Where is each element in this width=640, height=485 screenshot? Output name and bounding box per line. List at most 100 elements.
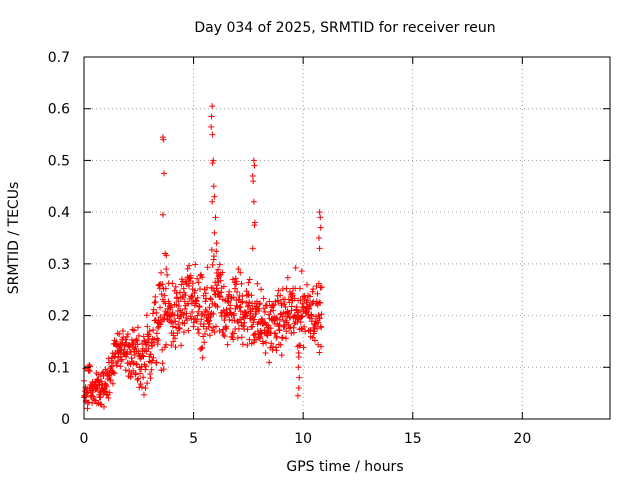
data-point (198, 271, 205, 278)
data-point (220, 283, 227, 290)
data-point (244, 341, 251, 348)
data-point (153, 330, 160, 337)
data-point (208, 296, 215, 303)
data-point (312, 313, 319, 320)
data-point (264, 302, 271, 309)
data-point (201, 286, 208, 293)
data-point (158, 269, 165, 276)
data-point (163, 341, 170, 348)
data-point (239, 298, 246, 305)
x-tick-label: 5 (189, 431, 198, 447)
data-point (159, 211, 166, 218)
data-point (275, 299, 282, 306)
data-point (180, 311, 187, 318)
data-point (316, 209, 323, 216)
data-point (203, 308, 210, 315)
data-point (183, 310, 190, 317)
data-point (206, 304, 213, 311)
data-point (296, 374, 303, 381)
y-axis-label: SRMTID / TECUs (6, 182, 22, 295)
data-point (233, 281, 240, 288)
data-point (189, 308, 196, 315)
data-point (212, 214, 219, 221)
data-point (169, 323, 176, 330)
data-point (159, 281, 166, 288)
data-point (216, 293, 223, 300)
data-point (304, 309, 311, 316)
data-point (216, 292, 223, 299)
data-point (155, 337, 162, 344)
data-point (262, 339, 269, 346)
data-point (273, 333, 280, 340)
data-point (215, 266, 222, 273)
data-point (278, 352, 285, 359)
data-point (211, 229, 218, 236)
data-point (195, 279, 202, 286)
data-point (161, 315, 168, 322)
data-point (250, 198, 257, 205)
data-point (292, 264, 299, 271)
data-point (315, 235, 322, 241)
data-point (153, 309, 160, 316)
data-point (137, 370, 144, 377)
data-point (314, 325, 321, 332)
data-point (318, 324, 325, 331)
data-point (236, 304, 243, 311)
data-point (192, 261, 199, 268)
data-point (176, 325, 183, 332)
data-point (130, 367, 137, 374)
data-point (131, 352, 138, 359)
data-point (172, 344, 179, 351)
data-point (147, 371, 154, 378)
data-point (270, 307, 277, 314)
data-point (219, 329, 226, 336)
data-point (128, 355, 135, 362)
data-point (159, 360, 166, 367)
data-point (167, 304, 174, 311)
data-point (317, 224, 324, 231)
data-point (141, 337, 148, 344)
data-point (250, 157, 257, 164)
data-point (299, 313, 306, 320)
data-point (138, 384, 145, 391)
data-point (276, 327, 283, 334)
data-point (294, 392, 301, 399)
data-point (316, 245, 323, 252)
data-point (184, 265, 191, 272)
data-point (194, 294, 201, 301)
data-point (107, 376, 114, 383)
data-point (187, 272, 194, 279)
data-point (240, 323, 247, 330)
data-point (159, 346, 166, 353)
data-point (210, 310, 217, 317)
data-point (148, 366, 155, 373)
data-point (134, 376, 141, 383)
data-point (297, 297, 304, 304)
data-point (250, 178, 257, 185)
data-point (281, 322, 288, 329)
data-point (213, 285, 220, 292)
data-point (142, 385, 149, 392)
data-point (234, 288, 241, 295)
data-point (149, 357, 156, 364)
y-tick-label: 0.5 (48, 153, 70, 169)
data-point (108, 363, 115, 370)
data-point (227, 302, 234, 309)
data-point (297, 319, 304, 326)
data-point (225, 298, 232, 305)
data-point (281, 323, 288, 330)
data-point (128, 349, 135, 356)
data-point (244, 303, 251, 310)
data-point (142, 338, 149, 345)
data-point (270, 301, 277, 308)
data-point (129, 341, 136, 348)
data-point (163, 266, 170, 273)
data-point (142, 366, 149, 373)
data-point (261, 308, 268, 315)
data-point (314, 290, 321, 297)
data-point (245, 279, 252, 286)
data-point (150, 327, 157, 334)
data-point (210, 157, 217, 164)
data-point (97, 394, 104, 401)
